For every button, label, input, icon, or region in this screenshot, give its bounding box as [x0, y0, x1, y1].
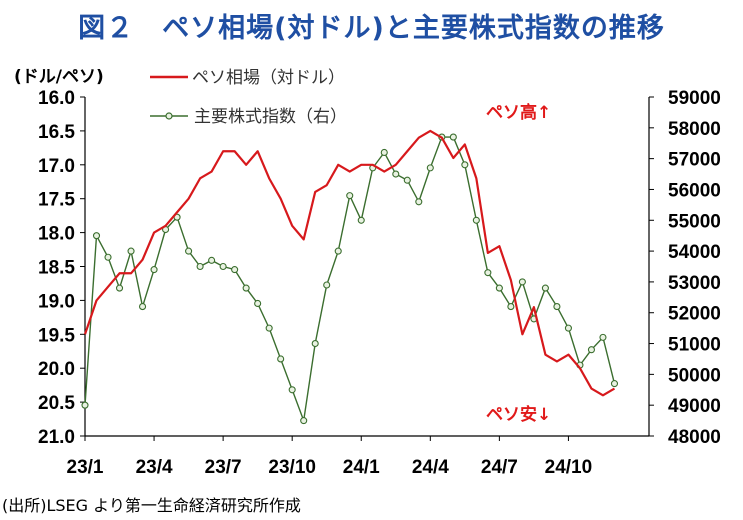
right-tick-label: 51000 — [668, 335, 721, 356]
left-axis-ticks: 16.0 16.5 17.0 17.5 18.0 18.5 19.0 19.5 20.0 20.5… — [38, 88, 85, 448]
stock-index-line — [84, 136, 616, 424]
right-tick-label: 55000 — [668, 211, 721, 232]
stock-index-point — [288, 386, 296, 394]
stock-index-point — [311, 339, 319, 348]
left-tick-label: 16.5 — [38, 122, 75, 143]
source-note: (出所)LSEG より第一生命経済研究所作成 — [2, 496, 301, 515]
left-tick-label: 17.0 — [38, 156, 75, 177]
x-tick-label: 24/4 — [412, 457, 449, 478]
stock-index-point — [541, 284, 549, 292]
stock-index-point — [150, 266, 158, 274]
left-tick-label: 18.5 — [38, 258, 75, 279]
stock-index-point — [242, 284, 250, 292]
x-tick-label: 24/1 — [343, 457, 380, 478]
stock-index-point — [426, 164, 434, 172]
right-tick-label: 53000 — [668, 273, 721, 294]
stock-index-point — [208, 256, 216, 264]
stock-index-point — [380, 148, 388, 157]
x-tick-label: 23/10 — [268, 457, 316, 478]
legend: ペソ相場（対ドル） 主要株式指数（右） — [150, 68, 347, 127]
stock-index-point — [231, 266, 239, 274]
stock-index-point — [115, 284, 124, 292]
x-tick-label: 23/4 — [136, 457, 173, 478]
stock-index-point — [472, 216, 480, 224]
stock-index-point — [185, 247, 193, 255]
stock-index-point — [518, 278, 526, 286]
stock-index-point — [357, 216, 365, 224]
stock-index-point — [484, 269, 492, 277]
stock-index-point — [461, 161, 469, 169]
axes — [84, 97, 650, 437]
annotation-peso-down: ペソ安↓ — [486, 404, 551, 425]
left-tick-label: 19.0 — [38, 291, 75, 312]
chart-title: 図２ ペソ相場(対ドル)と主要株式指数の推移 — [78, 13, 665, 44]
series-stock-index — [81, 133, 619, 425]
stock-index-point — [392, 170, 400, 178]
right-tick-label: 52000 — [668, 304, 721, 325]
legend-label-peso: ペソ相場（対ドル） — [192, 68, 345, 88]
right-tick-label: 58000 — [668, 119, 721, 140]
stock-index-point — [265, 324, 273, 332]
x-tick-label: 24/7 — [481, 457, 518, 478]
stock-index-point — [346, 192, 354, 200]
legend-label-index: 主要株式指数（右） — [194, 107, 347, 127]
stock-index-point — [334, 247, 342, 255]
stock-index-point — [81, 401, 89, 409]
stock-index-point — [415, 198, 423, 206]
left-axis-unit: (ドル/ペソ) — [14, 67, 104, 87]
right-tick-label: 50000 — [668, 365, 721, 386]
stock-index-point — [92, 232, 101, 240]
stock-index-point — [403, 176, 411, 184]
stock-index-point — [553, 303, 561, 311]
right-tick-label: 54000 — [668, 242, 721, 263]
x-tick-label: 23/1 — [67, 457, 104, 478]
annotation-peso-up: ペソ高↑ — [486, 102, 551, 123]
left-tick-label: 20.0 — [38, 359, 75, 380]
right-tick-label: 57000 — [668, 150, 721, 171]
left-tick-label: 18.0 — [38, 224, 75, 245]
stock-index-point — [219, 262, 227, 271]
stock-index-point — [587, 346, 595, 354]
peso-rate-line — [83, 129, 616, 397]
stock-index-point — [449, 133, 457, 141]
stock-index-point — [254, 299, 262, 308]
legend-marker-index — [165, 112, 173, 120]
right-tick-label: 56000 — [668, 180, 721, 201]
stock-index-point — [599, 333, 607, 341]
stock-index-point — [610, 380, 619, 388]
x-tick-label: 24/10 — [545, 457, 593, 478]
series-peso-rate — [83, 129, 616, 397]
stock-index-point — [277, 355, 285, 363]
stock-index-point — [104, 253, 112, 261]
stock-index-point — [127, 247, 135, 255]
left-tick-label: 17.5 — [38, 190, 75, 211]
x-axis-ticks: 23/1 23/4 23/7 23/10 24/1 24/4 24/7 24/10 — [67, 436, 593, 478]
stock-index-point — [139, 303, 147, 311]
right-axis-ticks: 59000 58000 57000 56000 55000 54000 53000 52000… — [649, 88, 721, 448]
right-tick-label: 48000 — [668, 427, 721, 448]
left-tick-label: 19.5 — [38, 325, 75, 346]
stock-index-point — [300, 417, 308, 425]
left-tick-label: 20.5 — [38, 393, 75, 414]
left-tick-label: 16.0 — [38, 88, 75, 109]
stock-index-point — [564, 324, 572, 332]
x-tick-label: 23/7 — [205, 457, 242, 478]
stock-index-point — [323, 281, 331, 289]
stock-index-point — [196, 262, 204, 271]
right-tick-label: 49000 — [668, 396, 721, 417]
left-tick-label: 21.0 — [38, 427, 75, 448]
right-tick-label: 59000 — [668, 88, 721, 109]
stock-index-point — [507, 303, 515, 311]
stock-index-point — [495, 284, 503, 292]
chart: 16.0 16.5 17.0 17.5 18.0 18.5 19.0 19.5 20.0 20.5… — [38, 68, 721, 478]
